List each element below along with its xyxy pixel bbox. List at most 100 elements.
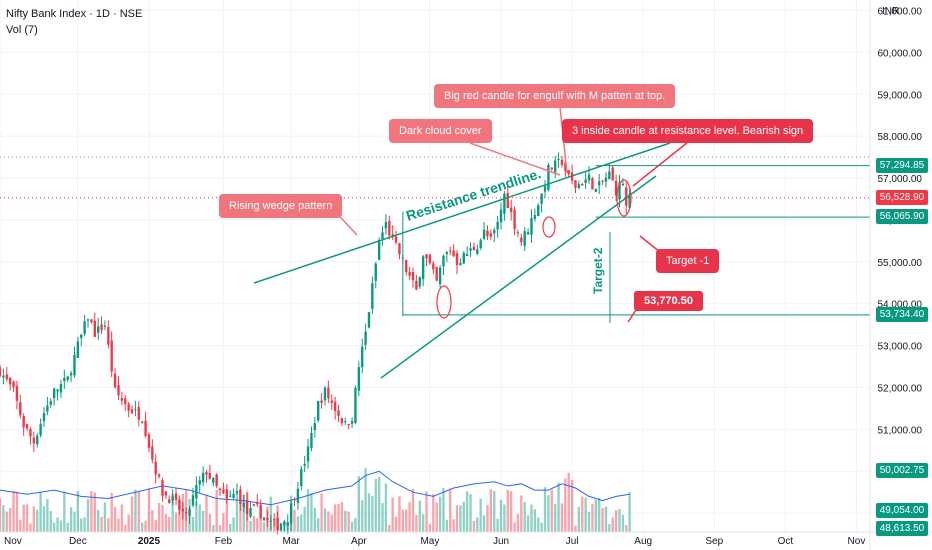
candle-body bbox=[0, 367, 2, 376]
candle-body bbox=[266, 517, 269, 521]
currency-label[interactable]: INR bbox=[882, 6, 900, 17]
candle-body bbox=[337, 410, 340, 416]
volume-bar bbox=[591, 503, 594, 532]
volume-bar bbox=[496, 518, 499, 532]
price-tag: 57,294.85 bbox=[876, 157, 928, 173]
candle-body bbox=[19, 402, 22, 416]
volume-bar bbox=[83, 517, 86, 532]
candle-body bbox=[168, 499, 171, 503]
candle-body bbox=[482, 229, 486, 239]
volume-bar bbox=[8, 508, 12, 532]
volume-bar bbox=[449, 488, 452, 532]
volume-bar bbox=[124, 524, 127, 532]
x-tick-label: Oct bbox=[778, 536, 794, 547]
volume-bar bbox=[472, 521, 476, 532]
candle-body bbox=[557, 158, 560, 160]
x-tick-label: Apr bbox=[351, 536, 367, 547]
volume-bar bbox=[19, 519, 22, 532]
candle-body bbox=[323, 387, 327, 401]
volume-bar bbox=[489, 489, 493, 532]
volume-bar bbox=[134, 489, 137, 532]
candle-body bbox=[611, 167, 614, 181]
volume-bar bbox=[611, 517, 614, 532]
candle-body bbox=[289, 503, 293, 524]
volume-bar bbox=[465, 491, 469, 532]
volume-bar bbox=[557, 482, 560, 532]
x-tick-label: Aug bbox=[634, 536, 652, 547]
volume-bar bbox=[503, 504, 506, 532]
candle-body bbox=[249, 508, 252, 517]
candle-body bbox=[306, 446, 310, 462]
candle-body bbox=[442, 255, 445, 267]
y-tick-label: 54,000.00 bbox=[878, 300, 923, 311]
candle-body bbox=[469, 248, 472, 251]
x-tick-label: 2025 bbox=[138, 536, 161, 547]
volume-bar bbox=[229, 524, 232, 532]
candle-body bbox=[229, 495, 232, 497]
callout-pointer bbox=[469, 142, 561, 176]
x-tick-label: Mar bbox=[283, 536, 301, 547]
volume-bar bbox=[604, 506, 608, 532]
volume-bar bbox=[249, 520, 252, 532]
candle-body bbox=[333, 401, 337, 411]
volume-bar bbox=[540, 522, 543, 532]
volume-bar bbox=[601, 507, 604, 532]
volume-bar bbox=[398, 496, 401, 532]
three-inside-callout: 3 inside candle at resistance level. Bea… bbox=[562, 119, 814, 143]
volume-bar bbox=[570, 479, 574, 532]
candle-body bbox=[523, 231, 526, 246]
candle-body bbox=[273, 519, 276, 521]
candle-body bbox=[154, 461, 157, 475]
y-tick-label: 61,000.00 bbox=[878, 6, 923, 17]
candle-body bbox=[174, 493, 178, 500]
candle-body bbox=[144, 420, 147, 436]
y-tick-label: 52,000.00 bbox=[878, 383, 923, 394]
candle-body bbox=[52, 388, 56, 399]
candle-body bbox=[191, 495, 195, 506]
candle-body bbox=[8, 377, 12, 385]
volume-bar bbox=[364, 468, 367, 532]
price-tag: 56,065.90 bbox=[876, 209, 928, 225]
symbol-title: Nifty Bank Index · 1D · NSE bbox=[6, 8, 143, 20]
volume-bar bbox=[46, 499, 49, 532]
candle-body bbox=[80, 334, 83, 338]
x-tick-label: Nov bbox=[848, 536, 866, 547]
volume-bar bbox=[625, 524, 628, 532]
candle-body bbox=[185, 511, 188, 513]
candle-body bbox=[509, 207, 513, 212]
candle-body bbox=[113, 373, 117, 388]
candle-body bbox=[438, 267, 442, 285]
price-tag: 53,734.40 bbox=[876, 306, 928, 322]
volume-bar bbox=[15, 491, 19, 532]
horizontal-levels bbox=[0, 156, 870, 317]
volume-bar bbox=[107, 518, 110, 532]
volume-bar bbox=[76, 491, 80, 532]
candle-body bbox=[608, 171, 611, 180]
volume-bar bbox=[401, 509, 405, 532]
volume-bar bbox=[459, 505, 462, 532]
volume-bar bbox=[174, 512, 178, 532]
volume-bar bbox=[411, 488, 415, 532]
candle-body bbox=[232, 493, 235, 498]
candle-body bbox=[90, 319, 93, 323]
volume-bar bbox=[354, 518, 357, 532]
candle-body bbox=[59, 383, 63, 393]
volume-bar bbox=[49, 510, 52, 532]
volume-bar bbox=[469, 494, 472, 532]
x-tick-label: Jun bbox=[493, 536, 509, 547]
volume-bar bbox=[560, 503, 564, 532]
candle-body bbox=[225, 489, 228, 499]
candle-body bbox=[493, 229, 496, 234]
volume-bar bbox=[137, 491, 140, 532]
candle-body bbox=[394, 236, 398, 243]
candle-body bbox=[259, 504, 262, 519]
candle-body bbox=[147, 434, 151, 448]
volume-bar bbox=[171, 493, 174, 532]
candle-body bbox=[56, 389, 59, 392]
volume-bar bbox=[22, 504, 25, 532]
volume-bar bbox=[215, 490, 218, 532]
candle-body bbox=[452, 250, 455, 257]
volume-bar bbox=[371, 495, 374, 532]
candle-body bbox=[107, 327, 110, 345]
